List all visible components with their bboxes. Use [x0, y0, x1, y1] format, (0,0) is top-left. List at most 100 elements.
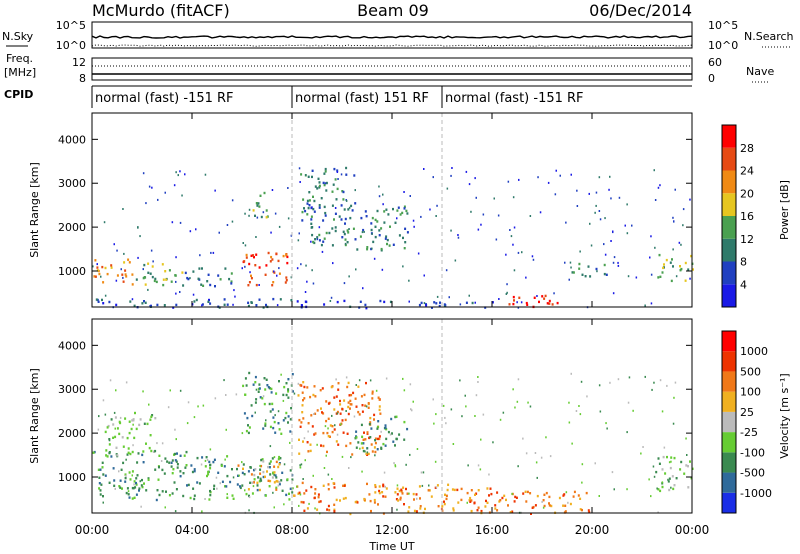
data-cell — [174, 428, 176, 431]
data-cell — [193, 497, 196, 501]
data-cell — [327, 488, 330, 491]
data-cell — [264, 475, 266, 478]
data-cell — [548, 299, 551, 303]
data-cell — [394, 465, 397, 468]
data-cell — [236, 483, 239, 486]
data-cell — [543, 493, 546, 496]
data-cell — [229, 480, 232, 484]
data-cell — [648, 478, 650, 481]
data-cell — [154, 277, 157, 281]
data-cell — [276, 274, 278, 277]
data-cell — [255, 202, 258, 205]
data-cell — [412, 219, 415, 222]
data-cell — [207, 300, 210, 303]
data-cell — [379, 299, 382, 303]
data-cell — [316, 187, 319, 190]
freq-tick-bottom: 8 — [79, 72, 86, 85]
data-cell — [339, 403, 342, 406]
data-cell — [291, 478, 294, 481]
data-cell — [364, 210, 367, 213]
data-cell — [335, 378, 337, 381]
data-cell — [378, 491, 381, 495]
data-cell — [436, 295, 439, 298]
data-cell — [527, 401, 529, 404]
data-cell — [499, 499, 502, 502]
data-cell — [670, 456, 673, 459]
data-cell — [301, 210, 304, 214]
data-cell — [192, 487, 195, 490]
data-cell — [499, 418, 502, 421]
data-cell — [245, 429, 248, 433]
data-cell — [236, 467, 238, 471]
data-cell — [368, 422, 371, 426]
data-cell — [299, 181, 301, 183]
data-cell — [206, 459, 209, 461]
data-cell — [284, 416, 287, 420]
data-cell — [624, 224, 626, 227]
data-cell — [613, 488, 615, 491]
data-cell — [469, 496, 472, 500]
data-cell — [304, 209, 307, 213]
data-cell — [333, 428, 336, 431]
data-cell — [278, 272, 281, 275]
data-cell — [362, 228, 365, 232]
data-cell — [325, 231, 328, 235]
data-cell — [141, 302, 144, 305]
data-cell — [435, 486, 438, 489]
data-cell — [382, 442, 385, 446]
data-cell — [438, 304, 441, 308]
data-cell — [376, 209, 379, 213]
data-cell — [185, 450, 188, 454]
data-cell — [308, 191, 311, 194]
colorbar-segment — [722, 492, 736, 513]
data-cell — [151, 275, 154, 279]
data-cell — [304, 291, 307, 293]
data-cell — [122, 276, 124, 279]
data-cell — [170, 280, 173, 283]
data-cell — [351, 209, 354, 212]
data-cell — [218, 231, 220, 234]
data-cell — [261, 397, 264, 400]
data-cell — [477, 506, 480, 509]
data-cell — [100, 275, 102, 278]
data-cell — [359, 300, 362, 303]
data-cell — [680, 243, 682, 246]
data-cell — [366, 248, 369, 251]
data-cell — [104, 413, 107, 416]
data-cell — [389, 300, 392, 304]
data-cell — [186, 484, 188, 487]
data-cell — [631, 224, 633, 227]
data-cell — [247, 488, 250, 491]
data-cell — [318, 204, 321, 207]
data-cell — [341, 455, 344, 458]
data-cell — [382, 193, 384, 196]
data-cell — [357, 441, 360, 444]
data-cell — [248, 214, 250, 217]
colorbar-tick-label: 24 — [740, 165, 754, 178]
data-cell — [216, 487, 218, 490]
data-cell — [617, 264, 620, 267]
data-cell — [125, 381, 128, 384]
data-cell — [373, 498, 376, 502]
data-cell — [168, 494, 171, 497]
data-cell — [256, 484, 259, 487]
freq-unit-label: [MHz] — [4, 66, 36, 79]
data-cell — [366, 482, 368, 486]
data-cell — [335, 498, 338, 502]
data-cell — [140, 484, 143, 487]
data-cell — [396, 487, 399, 490]
data-cell — [541, 295, 544, 298]
data-cell — [360, 442, 363, 445]
data-cell — [317, 177, 320, 180]
data-cell — [343, 399, 346, 402]
data-cell — [347, 231, 350, 234]
data-cell — [331, 478, 333, 480]
data-cell — [507, 504, 509, 507]
data-cell — [175, 280, 177, 283]
data-cell — [334, 178, 337, 181]
data-cell — [530, 512, 532, 515]
data-cell — [382, 484, 385, 488]
data-cell — [184, 466, 187, 469]
data-cell — [534, 504, 537, 507]
